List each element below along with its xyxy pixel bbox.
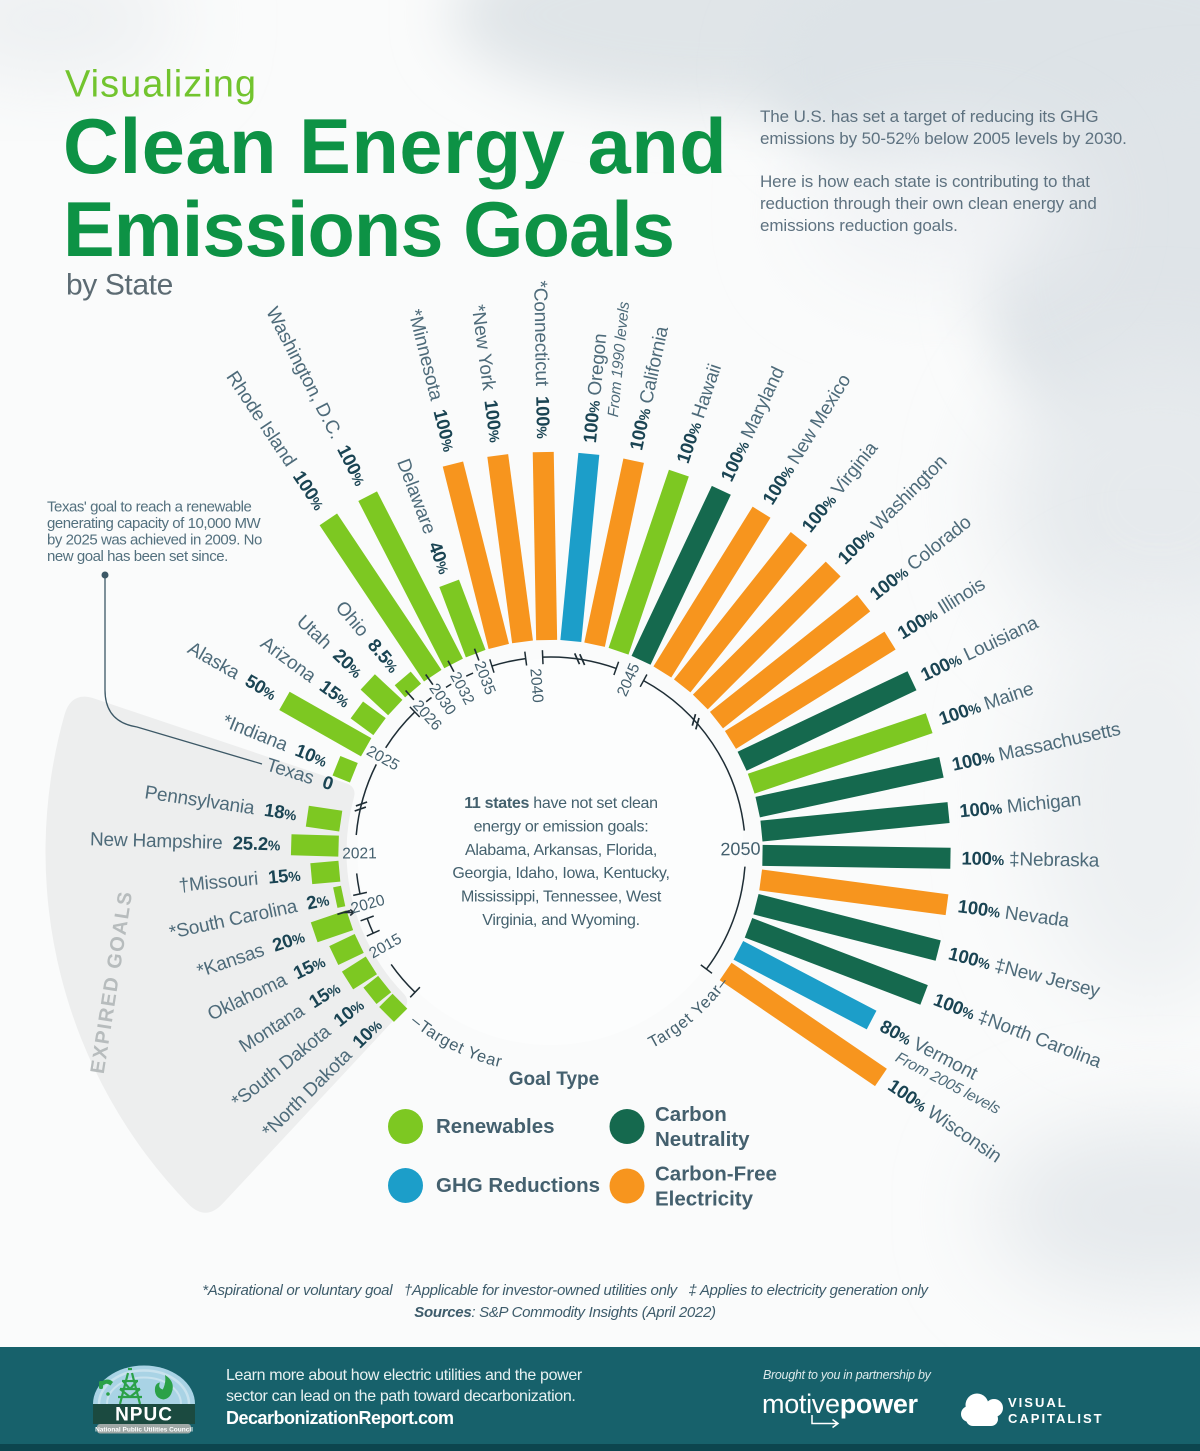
svg-text:emissions reduction goals.: emissions reduction goals. xyxy=(760,216,958,235)
svg-text:Here is how each state is cont: Here is how each state is contributing t… xyxy=(760,172,1090,191)
svg-text:*Connecticut 100%: *Connecticut 100% xyxy=(529,280,554,439)
svg-text:Renewables: Renewables xyxy=(436,1115,555,1138)
svg-text:100% ‡Nebraska: 100% ‡Nebraska xyxy=(961,847,1100,871)
svg-text:Carbon-Free: Carbon-Free xyxy=(655,1163,777,1186)
svg-text:Sources: S&P Commodity Insight: Sources: S&P Commodity Insights (April 2… xyxy=(414,1304,716,1321)
svg-text:Texas' goal to reach a renewab: Texas' goal to reach a renewable xyxy=(47,499,252,516)
svg-text:*Aspirational or voluntary goa: *Aspirational or voluntary goal †Applica… xyxy=(202,1282,929,1299)
svg-text:National Public Utilities Coun: National Public Utilities Council xyxy=(95,1427,193,1434)
svg-text:New Hampshire 25.2%: New Hampshire 25.2% xyxy=(90,828,281,855)
svg-text:Goal Type: Goal Type xyxy=(509,1069,599,1090)
svg-text:2040: 2040 xyxy=(526,668,546,704)
svg-text:Virginia, and Wyoming.: Virginia, and Wyoming. xyxy=(482,912,640,929)
svg-text:Carbon: Carbon xyxy=(655,1103,727,1126)
svg-text:Electricity: Electricity xyxy=(655,1188,754,1211)
svg-text:new goal has been set since.: new goal has been set since. xyxy=(47,548,228,565)
svg-text:2050: 2050 xyxy=(720,839,760,860)
svg-text:Visualizing: Visualizing xyxy=(65,64,257,106)
svg-text:motivepower: motivepower xyxy=(762,1389,919,1419)
svg-text:Brought to you in partnership: Brought to you in partnership by xyxy=(763,1368,932,1382)
svg-text:generating capacity of 10,000: generating capacity of 10,000 MW xyxy=(47,515,262,532)
svg-text:emissions by 50-52% below 2005: emissions by 50-52% below 2005 levels by… xyxy=(760,129,1127,148)
svg-text:Alabama, Arkansas, Florida,: Alabama, Arkansas, Florida, xyxy=(465,842,657,859)
svg-text:sector can lead on the path to: sector can lead on the path toward decar… xyxy=(226,1388,576,1405)
svg-text:2021: 2021 xyxy=(342,845,377,862)
svg-text:NPUC: NPUC xyxy=(115,1405,173,1426)
svg-text:by 2025 was achieved in 2009.: by 2025 was achieved in 2009. No xyxy=(47,532,262,549)
svg-text:*New York 100%: *New York 100% xyxy=(467,303,507,444)
svg-text:by State: by State xyxy=(66,269,173,302)
svg-text:Learn more about how electric: Learn more about how electric utilities … xyxy=(226,1367,583,1384)
svg-text:The U.S. has set a target of r: The U.S. has set a target of reducing it… xyxy=(760,107,1099,126)
svg-text:Georgia, Idaho, Iowa, Kentucky: Georgia, Idaho, Iowa, Kentucky, xyxy=(452,865,669,882)
svg-text:GHG Reductions: GHG Reductions xyxy=(436,1174,600,1197)
svg-text:Neutrality: Neutrality xyxy=(655,1128,750,1151)
svg-text:DecarbonizationReport.com: DecarbonizationReport.com xyxy=(226,1408,454,1428)
svg-text:VISUAL: VISUAL xyxy=(1008,1395,1068,1410)
svg-text:CAPITALIST: CAPITALIST xyxy=(1008,1411,1104,1426)
svg-text:Emissions Goals: Emissions Goals xyxy=(63,187,674,273)
svg-text:reduction through their own cl: reduction through their own clean energy… xyxy=(760,194,1097,213)
svg-text:11 states have not set clean: 11 states have not set clean xyxy=(464,795,658,812)
svg-text:Clean Energy and: Clean Energy and xyxy=(63,104,727,190)
svg-text:energy or emission goals:: energy or emission goals: xyxy=(474,818,649,835)
svg-text:Mississippi, Tennessee, West: Mississippi, Tennessee, West xyxy=(461,889,662,906)
